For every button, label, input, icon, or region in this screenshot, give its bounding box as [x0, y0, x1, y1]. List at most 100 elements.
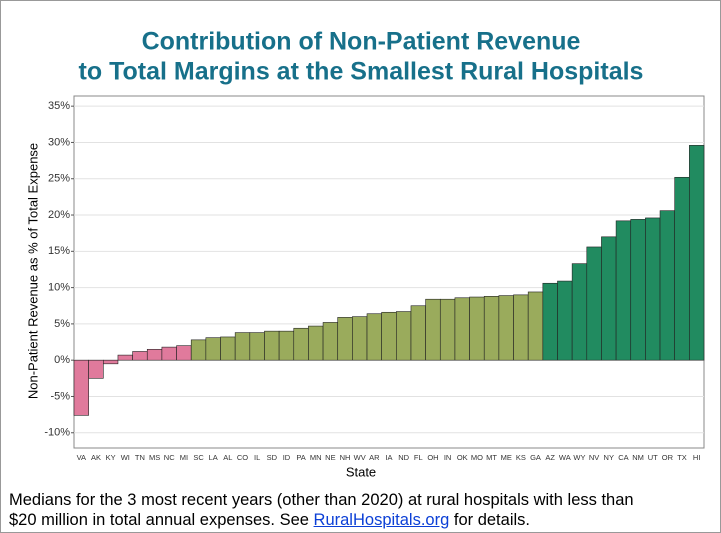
y-tick-label: -10% — [44, 427, 70, 439]
x-tick-label: MI — [180, 453, 188, 462]
bar — [645, 217, 661, 361]
x-tick-label: KS — [516, 453, 526, 462]
bar — [630, 219, 646, 361]
y-tick-label: 5% — [54, 318, 70, 330]
bar — [234, 332, 251, 361]
x-tick-label: AR — [369, 453, 380, 462]
x-tick-label: SD — [267, 453, 278, 462]
bar — [542, 282, 558, 361]
y-tick-label: 35% — [48, 100, 70, 112]
x-tick-label: SC — [193, 453, 204, 462]
bar — [117, 354, 133, 361]
footer-line: $20 million in total annual expenses. Se… — [9, 510, 634, 530]
bar — [425, 298, 441, 361]
x-tick-label: WA — [559, 453, 571, 462]
x-tick-label: WI — [121, 453, 130, 462]
x-tick-label: IN — [444, 453, 452, 462]
bar — [278, 330, 295, 361]
footer: Medians for the 3 most recent years (oth… — [9, 490, 634, 530]
bar — [454, 297, 470, 361]
x-tick-label: LA — [209, 453, 218, 462]
x-tick-label: TN — [135, 453, 145, 462]
x-tick-label: MT — [486, 453, 497, 462]
y-axis-label: Non-Patient Revenue as % of Total Expens… — [25, 143, 40, 399]
footer-text: $20 million in total annual expenses. Se… — [9, 511, 314, 529]
x-tick-label: KY — [106, 453, 116, 462]
bar — [469, 296, 485, 361]
x-tick-label: AL — [223, 453, 232, 462]
bar — [73, 359, 89, 416]
bar — [571, 263, 588, 361]
bar — [220, 336, 236, 361]
bar — [513, 294, 529, 361]
x-tick-label: HI — [693, 453, 701, 462]
bar — [366, 313, 382, 361]
bar — [410, 305, 426, 361]
x-axis-label: State — [346, 464, 376, 479]
x-tick-label: MS — [149, 453, 160, 462]
x-tick-label: AZ — [545, 453, 555, 462]
link[interactable]: RuralHospitals.org — [313, 511, 450, 529]
x-tick-label: OH — [427, 453, 438, 462]
x-tick-label: IL — [254, 453, 260, 462]
bar — [190, 339, 207, 361]
x-tick-label: OR — [662, 453, 674, 462]
bar — [396, 311, 412, 361]
bar — [308, 325, 324, 361]
y-tick-label: 25% — [48, 173, 70, 185]
y-tick-label: 30% — [48, 136, 70, 148]
bar — [205, 337, 221, 361]
bar — [293, 327, 309, 361]
bar — [586, 246, 602, 361]
bar — [557, 280, 573, 361]
x-tick-label: ME — [501, 453, 512, 462]
x-tick-label: IA — [385, 453, 392, 462]
footer-text: Medians for the 3 most recent years (oth… — [9, 491, 634, 509]
x-tick-label: VA — [77, 453, 86, 462]
bar — [498, 295, 514, 361]
y-tick-label: 10% — [48, 282, 70, 294]
x-tick-label: PA — [296, 453, 305, 462]
bar — [322, 322, 339, 361]
footer-text: for details. — [449, 511, 530, 529]
y-tick-label: 0% — [54, 354, 70, 366]
x-tick-label: WV — [354, 453, 366, 462]
x-tick-label: CO — [237, 453, 248, 462]
bar — [659, 210, 675, 361]
bar — [264, 330, 280, 361]
bar — [103, 359, 119, 365]
x-tick-label: NY — [604, 453, 614, 462]
bar — [483, 296, 500, 361]
y-tick-label: 15% — [48, 245, 70, 257]
y-tick-label: 20% — [48, 209, 70, 221]
bar — [381, 311, 397, 361]
x-tick-label: WY — [573, 453, 585, 462]
x-tick-label: NM — [632, 453, 644, 462]
x-tick-label: NH — [340, 453, 351, 462]
x-tick-label: ID — [283, 453, 291, 462]
x-tick-label: CA — [618, 453, 628, 462]
chart-title: to Total Margins at the Smallest Rural H… — [79, 58, 644, 86]
bar — [674, 176, 690, 361]
bar — [146, 348, 163, 361]
y-tick-label: -5% — [50, 390, 70, 402]
bar — [249, 332, 265, 361]
x-tick-label: TX — [677, 453, 687, 462]
x-tick-label: MN — [310, 453, 322, 462]
x-tick-label: UT — [648, 453, 658, 462]
bar — [161, 346, 177, 361]
x-tick-label: ND — [398, 453, 409, 462]
bar — [615, 220, 632, 361]
x-tick-label: FL — [414, 453, 423, 462]
bar — [176, 345, 192, 361]
chart-title: Contribution of Non-Patient Revenue — [142, 28, 581, 56]
x-tick-label: NV — [589, 453, 599, 462]
bar — [132, 351, 148, 361]
bar — [527, 291, 544, 361]
bar — [439, 298, 456, 361]
x-tick-label: MO — [471, 453, 483, 462]
bar — [601, 236, 617, 361]
x-tick-label: AK — [91, 453, 101, 462]
chart: Contribution of Non-Patient Revenue to T… — [25, 28, 705, 479]
